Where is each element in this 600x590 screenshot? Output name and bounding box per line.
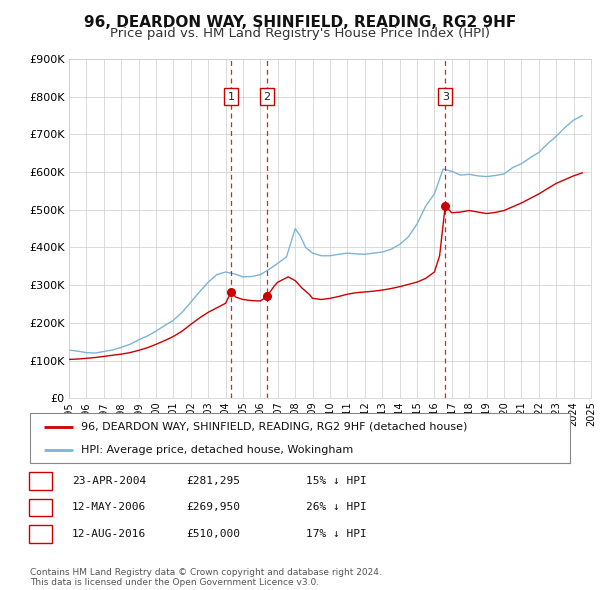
Text: HPI: Average price, detached house, Wokingham: HPI: Average price, detached house, Woki… bbox=[82, 445, 353, 455]
Text: £510,000: £510,000 bbox=[186, 529, 240, 539]
Text: £281,295: £281,295 bbox=[186, 476, 240, 486]
Text: 26% ↓ HPI: 26% ↓ HPI bbox=[306, 503, 367, 512]
Text: 15% ↓ HPI: 15% ↓ HPI bbox=[306, 476, 367, 486]
Text: £269,950: £269,950 bbox=[186, 503, 240, 512]
Text: 2: 2 bbox=[37, 503, 44, 512]
Text: 96, DEARDON WAY, SHINFIELD, READING, RG2 9HF: 96, DEARDON WAY, SHINFIELD, READING, RG2… bbox=[84, 15, 516, 30]
Text: Price paid vs. HM Land Registry's House Price Index (HPI): Price paid vs. HM Land Registry's House … bbox=[110, 27, 490, 40]
Text: 2: 2 bbox=[263, 91, 271, 101]
Text: 3: 3 bbox=[37, 529, 44, 539]
Text: Contains HM Land Registry data © Crown copyright and database right 2024.
This d: Contains HM Land Registry data © Crown c… bbox=[30, 568, 382, 587]
Text: 12-AUG-2016: 12-AUG-2016 bbox=[72, 529, 146, 539]
Text: 96, DEARDON WAY, SHINFIELD, READING, RG2 9HF (detached house): 96, DEARDON WAY, SHINFIELD, READING, RG2… bbox=[82, 421, 467, 431]
Text: 23-APR-2004: 23-APR-2004 bbox=[72, 476, 146, 486]
Text: 12-MAY-2006: 12-MAY-2006 bbox=[72, 503, 146, 512]
Text: 3: 3 bbox=[442, 91, 449, 101]
Text: 1: 1 bbox=[37, 476, 44, 486]
Text: 1: 1 bbox=[227, 91, 235, 101]
Text: 17% ↓ HPI: 17% ↓ HPI bbox=[306, 529, 367, 539]
